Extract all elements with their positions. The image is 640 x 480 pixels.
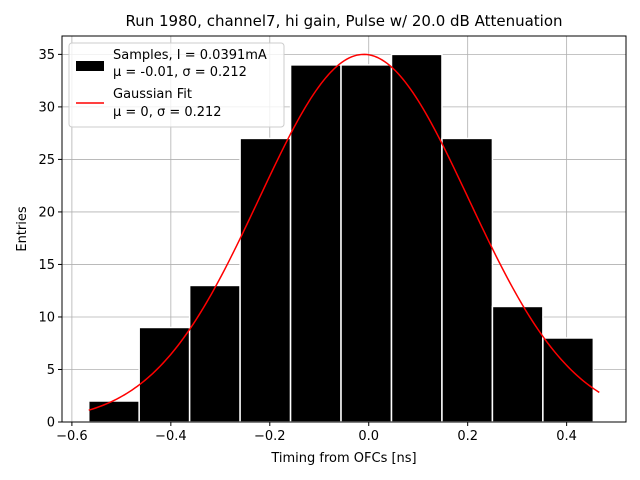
y-tick-label-4: 20	[38, 205, 55, 220]
plot-frame	[61, 35, 627, 423]
x-tick-label-1: −0.4	[155, 429, 187, 444]
y-tick-label-2: 10	[38, 310, 55, 325]
x-tick-label-0: −0.6	[56, 429, 88, 444]
histogram-bar-3	[239, 137, 292, 423]
legend-swatch-samples	[76, 61, 104, 71]
histogram-bar-9	[542, 337, 595, 423]
histogram-bar-1	[138, 326, 191, 423]
legend-label-fit-line1: Gaussian Fit	[113, 87, 192, 102]
legend: Samples, I = 0.0391mA μ = -0.01, σ = 0.2…	[68, 42, 285, 128]
histogram-bar-5	[340, 64, 393, 423]
histogram-bars	[87, 53, 595, 423]
x-axis-label: Timing from OFCs [ns]	[270, 451, 416, 466]
legend-box	[68, 42, 285, 128]
y-tick-label-1: 5	[47, 363, 55, 378]
histogram-bar-7	[441, 137, 494, 423]
histogram-bar-2	[188, 284, 241, 423]
y-tick-label-3: 15	[38, 258, 55, 273]
legend-label-fit-line2: μ = 0, σ = 0.212	[113, 105, 222, 120]
x-tick-label-3: 0.0	[358, 429, 379, 444]
y-axis-ticks: 0 5 10 15 20 25 30 35	[38, 48, 62, 431]
x-tick-label-5: 0.4	[556, 429, 577, 444]
x-tick-label-4: 0.2	[457, 429, 478, 444]
histogram-bar-6	[390, 53, 443, 423]
legend-label-samples-line1: Samples, I = 0.0391mA	[113, 48, 267, 63]
histogram-bar-8	[491, 305, 544, 423]
y-tick-label-7: 35	[38, 48, 55, 63]
y-tick-label-5: 25	[38, 153, 55, 168]
y-tick-label-6: 30	[38, 100, 55, 115]
legend-label-samples-line2: μ = -0.01, σ = 0.212	[113, 65, 247, 80]
x-axis-ticks: −0.6 −0.4 −0.2 0.0 0.2 0.4	[56, 422, 577, 444]
chart-title: Run 1980, channel7, hi gain, Pulse w/ 20…	[125, 12, 562, 30]
x-tick-label-2: −0.2	[254, 429, 286, 444]
y-axis-label: Entries	[15, 206, 30, 252]
y-tick-label-0: 0	[47, 416, 55, 431]
gaussian-fit-line	[88, 53, 600, 411]
histogram-bar-0	[87, 400, 140, 423]
